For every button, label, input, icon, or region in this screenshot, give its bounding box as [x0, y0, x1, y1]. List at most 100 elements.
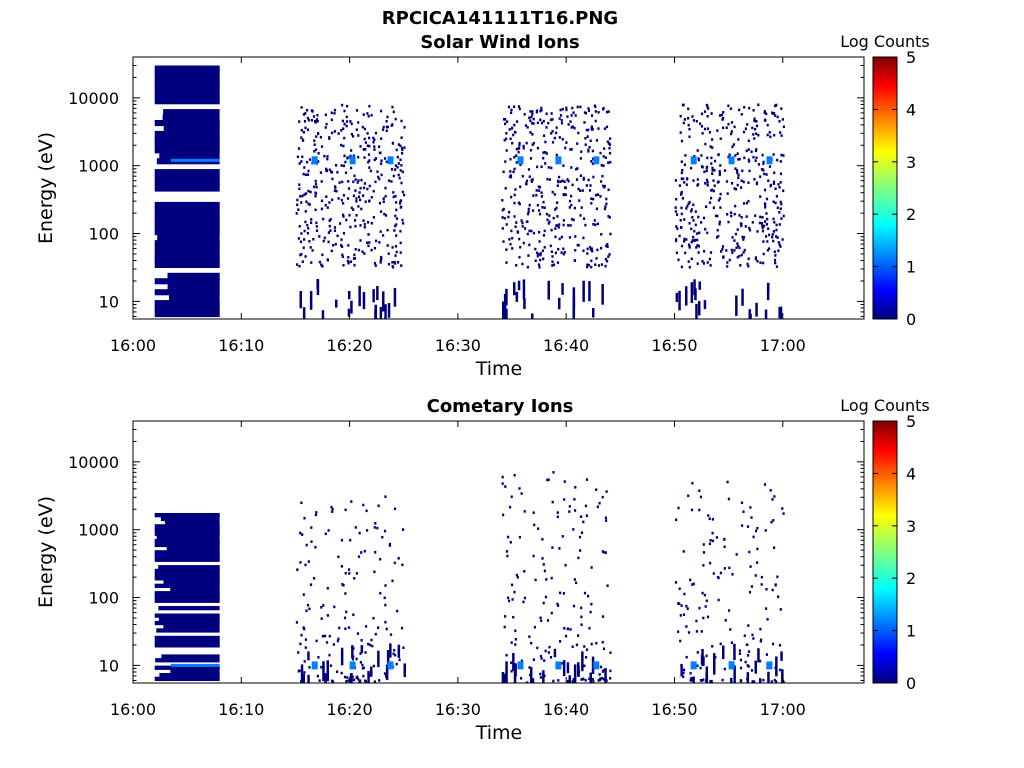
heatmap-cell: [530, 229, 533, 233]
heatmap-cell: [708, 542, 711, 546]
heatmap-cell: [732, 143, 735, 146]
heatmap-cell: [301, 194, 304, 198]
heatmap-cell: [305, 543, 308, 547]
heatmap-cell: [685, 604, 688, 608]
x-tick-label: 16:40: [543, 336, 589, 355]
heatmap-cell: [374, 632, 377, 636]
heatmap-cell: [340, 129, 343, 132]
heatmap-cell: [536, 254, 539, 258]
heatmap-cell: [559, 180, 562, 183]
heatmap-cell: [776, 236, 779, 239]
heatmap-cell: [716, 129, 719, 132]
heatmap-cell: [154, 527, 220, 533]
heatmap-cell: [675, 292, 679, 302]
heatmap-cell: [330, 171, 334, 174]
heatmap-cell: [347, 244, 350, 247]
heatmap-cell: [755, 182, 758, 186]
heatmap-cell: [782, 154, 785, 157]
heatmap-cell: [314, 208, 317, 212]
heatmap-cell: [331, 198, 334, 202]
heatmap-cell: [524, 124, 528, 127]
heatmap-cell: [708, 517, 711, 521]
heatmap-cell: [163, 109, 220, 116]
heatmap-cell: [756, 260, 759, 263]
heatmap-cell: [702, 551, 706, 554]
heatmap-cell: [696, 238, 699, 242]
heatmap-cell: [154, 174, 220, 181]
heatmap-cell: [734, 204, 737, 208]
heatmap-cell: [545, 212, 549, 216]
heatmap-cell: [159, 152, 220, 159]
heatmap-cell: [517, 201, 520, 205]
heatmap-cell: [712, 206, 715, 209]
x-tick-label: 16:40: [543, 700, 589, 719]
heatmap-cell: [328, 634, 331, 638]
heatmap-cell: [681, 103, 684, 107]
heatmap-cell: [585, 656, 588, 659]
heatmap-cell: [741, 169, 744, 173]
heatmap-cell: [678, 184, 681, 187]
heatmap-cell: [674, 206, 677, 209]
heatmap-cell: [775, 228, 778, 232]
heatmap-cell: [782, 681, 785, 683]
heatmap-cell: [591, 678, 594, 681]
heatmap-cell: [587, 263, 590, 267]
heatmap-cell: [508, 210, 511, 214]
heatmap-cell: [570, 126, 573, 129]
heatmap-cell: [501, 227, 504, 230]
heatmap-cell: [351, 645, 354, 659]
heatmap-cell: [154, 169, 220, 176]
heatmap-cell: [730, 132, 733, 136]
heatmap-cell: [518, 141, 521, 145]
heatmap-cell: [337, 555, 340, 559]
heatmap-cell: [379, 259, 382, 262]
heatmap-cell: [601, 495, 604, 499]
heatmap-cell: [154, 598, 220, 603]
heatmap-cell: [155, 658, 220, 663]
heatmap-cell: [590, 125, 593, 128]
heatmap-cell: [368, 144, 371, 148]
heatmap-cell: [523, 570, 526, 573]
heatmap-cell: [738, 254, 741, 258]
heatmap-cell: [306, 173, 310, 176]
heatmap-cell: [696, 178, 699, 181]
heatmap-cell: [754, 256, 757, 259]
heatmap-cell: [772, 182, 776, 185]
heatmap-cell: [590, 602, 593, 606]
heatmap-cell: [536, 165, 539, 169]
heatmap-cell: [509, 541, 512, 544]
heatmap-cell: [553, 648, 557, 658]
heatmap-cell: [571, 106, 574, 110]
heatmap-cell: [734, 232, 737, 236]
heatmap-cell: [401, 148, 404, 152]
heatmap-cell: [556, 602, 559, 606]
heatmap-cell: [511, 126, 514, 130]
heatmap-cell: [397, 557, 400, 560]
heatmap-cell: [530, 121, 534, 125]
heatmap-cell: [542, 151, 545, 154]
heatmap-cell: [582, 236, 585, 240]
heatmap-cell: [748, 160, 751, 163]
heatmap-cell: [750, 585, 753, 588]
heatmap-cell: [733, 212, 736, 216]
heatmap-cell: [308, 240, 311, 243]
heatmap-cell: [338, 626, 341, 630]
heatmap-cell: [759, 195, 762, 198]
heatmap-cell: [170, 158, 220, 162]
heatmap-cell: [297, 669, 300, 673]
heatmap-cell: [393, 229, 396, 232]
heatmap-cell: [508, 128, 511, 131]
heatmap-cell: [753, 137, 756, 140]
heatmap-cell: [779, 312, 783, 319]
heatmap-cell: [387, 661, 394, 670]
heatmap-cell: [335, 189, 338, 193]
heatmap-cell: [333, 226, 337, 229]
heatmap-cell: [330, 249, 333, 253]
heatmap-cell: [156, 628, 220, 633]
heatmap-cell: [505, 223, 508, 226]
heatmap-cell: [583, 591, 587, 595]
heatmap-cell: [606, 245, 609, 248]
heatmap-cell: [710, 162, 713, 165]
heatmap-cell: [545, 152, 548, 155]
heatmap-cell: [703, 249, 706, 253]
